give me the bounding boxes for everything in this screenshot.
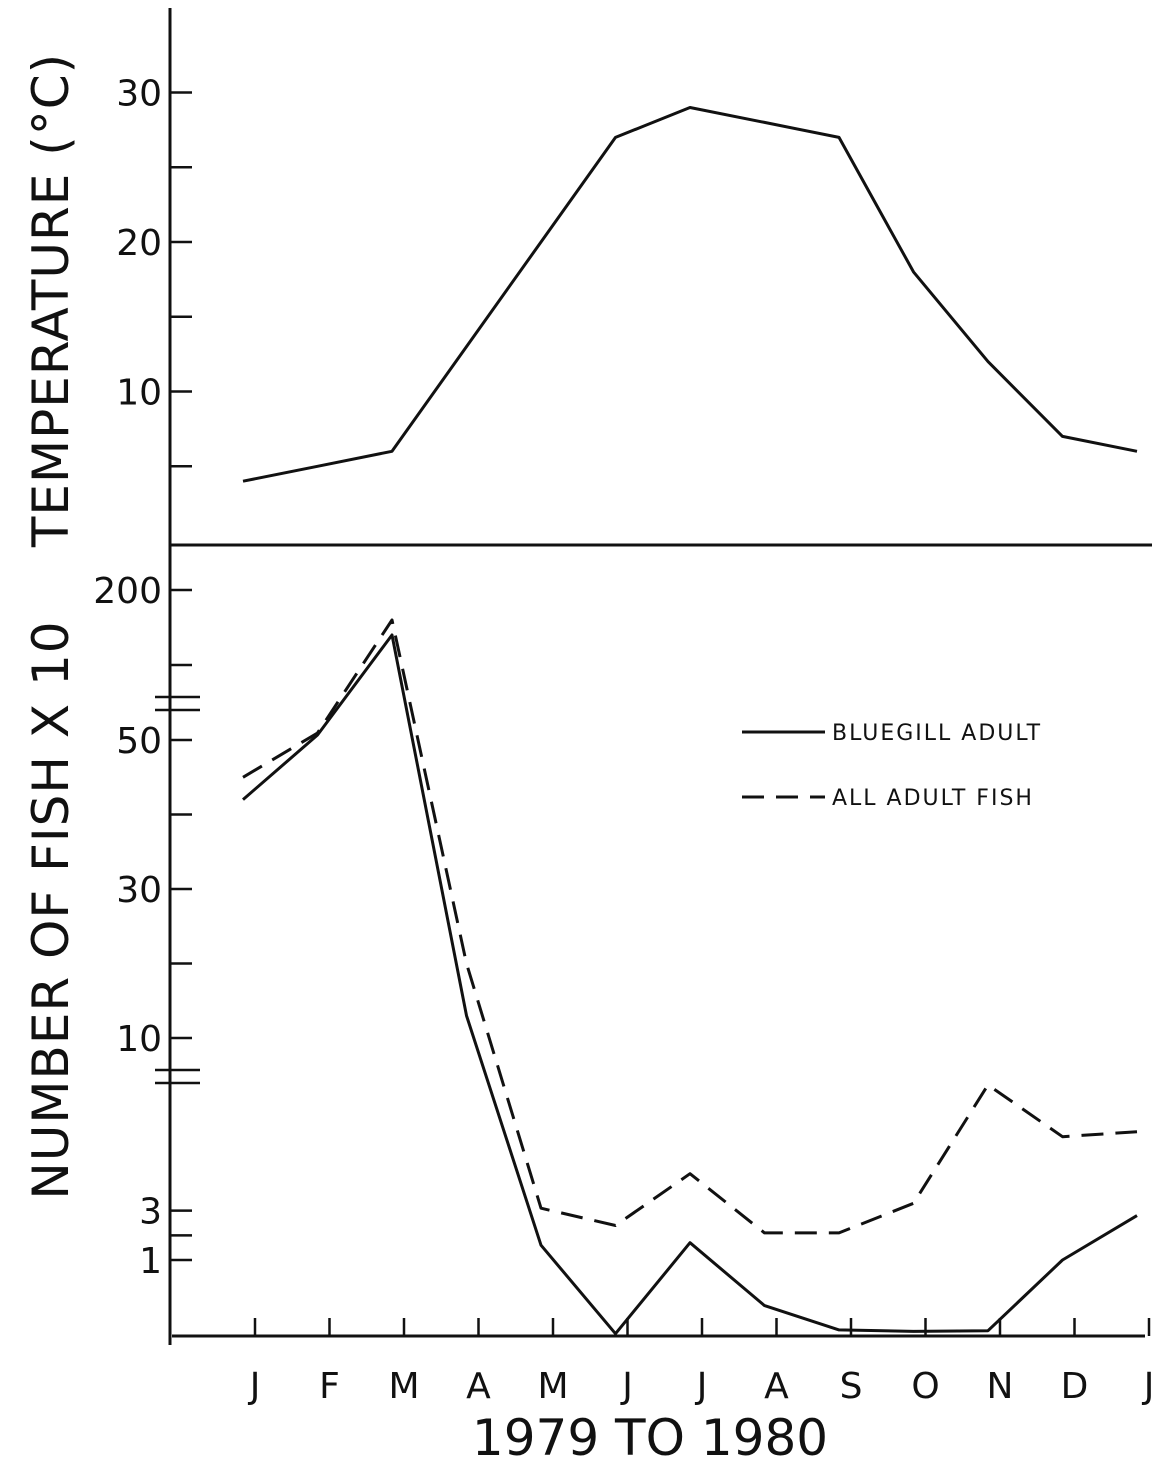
legend-label-bluegill: BLUEGILL ADULT bbox=[832, 721, 1042, 746]
fish-ticks: 1 3 10 30 50 200 bbox=[93, 571, 192, 1282]
all-adult-fish-series-line bbox=[242, 618, 1138, 1235]
bluegill-adult-series-line bbox=[242, 633, 1138, 1336]
legend: BLUEGILL ADULT ALL ADULT FISH bbox=[742, 721, 1042, 811]
fish-y-label: NUMBER OF FISH X 10 bbox=[22, 620, 80, 1199]
month-label: J bbox=[620, 1366, 633, 1407]
month-label: M bbox=[537, 1366, 568, 1407]
legend-label-all-fish: ALL ADULT FISH bbox=[832, 786, 1034, 811]
temperature-tick-label: 30 bbox=[116, 74, 162, 115]
fish-panel: 1 3 10 30 50 200 NUMBER OF FISH X 10 J F M A M J J A… bbox=[22, 545, 1152, 1461]
temperature-ticks: 10 20 30 bbox=[116, 74, 192, 468]
fish-tick-label: 3 bbox=[139, 1192, 162, 1233]
temperature-y-label: TEMPERATURE (°C) bbox=[22, 53, 80, 548]
fish-tick-label: 200 bbox=[93, 571, 162, 612]
fish-tick-label: 30 bbox=[116, 870, 162, 911]
month-label: F bbox=[319, 1366, 340, 1407]
temperature-series-line bbox=[242, 106, 1138, 483]
month-label: A bbox=[466, 1366, 491, 1407]
x-axis-title: 1979 TO 1980 bbox=[472, 1409, 828, 1461]
temperature-panel: 10 20 30 TEMPERATURE (°C) bbox=[22, 8, 1152, 548]
month-label: M bbox=[388, 1366, 419, 1407]
month-label: J bbox=[695, 1366, 708, 1407]
fish-tick-label: 10 bbox=[116, 1019, 162, 1060]
month-label: S bbox=[840, 1366, 863, 1407]
temperature-tick-label: 20 bbox=[116, 223, 162, 264]
month-label: J bbox=[248, 1366, 261, 1407]
month-label: O bbox=[911, 1366, 939, 1407]
month-label: D bbox=[1061, 1366, 1089, 1407]
fish-tick-label: 50 bbox=[116, 721, 162, 762]
temperature-tick-label: 10 bbox=[116, 373, 162, 414]
month-label: A bbox=[764, 1366, 789, 1407]
month-label: J bbox=[1142, 1366, 1152, 1407]
fish-tick-label: 1 bbox=[139, 1241, 162, 1282]
month-ticks bbox=[253, 1318, 1151, 1336]
month-label: N bbox=[987, 1366, 1014, 1407]
